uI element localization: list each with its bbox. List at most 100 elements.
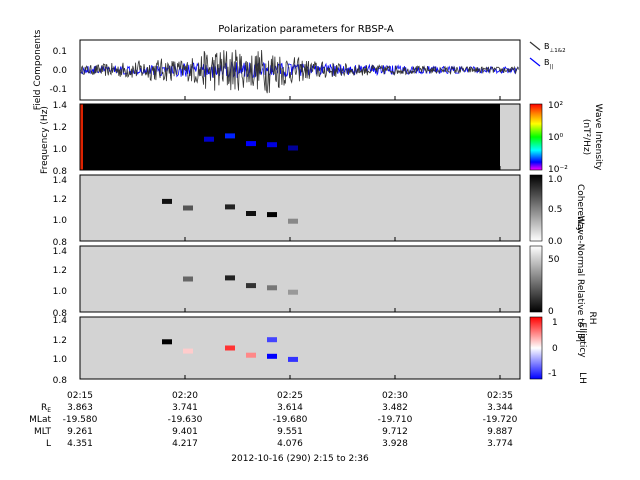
ephemeris-value: 3.344 [487,403,513,413]
colorbar-tick: 0.5 [548,205,562,215]
spectral-blob [246,283,256,289]
colorbar-bottom-label: LH [577,372,587,384]
y-tick-label: 0.8 [53,376,68,386]
colorbar-tick: -1 [548,369,557,379]
ephemeris-value: 3.482 [382,403,408,413]
ephemeris-value: 3.741 [172,403,198,413]
spectral-blob [204,136,214,142]
spectral-blob [288,218,298,224]
colorbar-label: Coherency [575,184,585,233]
colorbar-coherency [529,174,543,242]
colorbar-wave-normal [529,245,543,313]
y-axis-label: Field Components [33,29,43,110]
spectral-blob [288,289,298,295]
y-tick-label: 1.0 [53,216,68,226]
y-tick-label: 0.8 [53,167,68,177]
ephemeris-value: 9.261 [67,427,93,437]
colorbar-label: Wave-Normal Relative to |B| [575,216,585,343]
legend-swatch-par [529,57,541,67]
y-tick-label: 1.4 [53,316,68,326]
time-tick-label: 02:15 [67,391,93,401]
colorbar-tick: 10⁻² [548,165,568,175]
panel-background [80,246,520,312]
frequency-axis-label: Frequency (Hz) [40,106,50,174]
edge-band [80,104,83,170]
colorbar-tick: 50 [548,255,560,265]
spectral-blob [246,352,256,358]
y-tick-label: 1.2 [53,123,67,133]
colorbar-tick: 10⁰ [548,133,563,143]
legend-swatch-perp [529,41,541,51]
wave-intensity-panel: 1.4 1.2 1.0 0.8 10² 10⁰ 10⁻² Wave Intens… [53,101,603,177]
colorbar-tick: 0 [552,344,558,354]
time-axis-ticks [79,96,501,379]
spectral-blob [183,276,193,282]
spectral-blob [246,141,256,147]
b-perp-trace [80,49,519,94]
colorbar-tick: 0 [548,307,554,317]
colorbar-units: RH [587,311,597,324]
colorbar-tick: 10² [548,101,563,111]
y-tick-label: 1.0 [53,355,68,365]
time-tick-label: 02:35 [487,391,513,401]
ephemeris-value: 4.217 [172,439,198,449]
y-tick-label: 1.4 [53,247,68,257]
panel-frame [79,245,521,313]
spectral-blob [225,345,235,351]
ephemeris-value: 3.614 [277,403,303,413]
time-tick-label: 02:30 [382,391,408,401]
spectral-blob [162,198,172,204]
time-tick-label: 02:25 [277,391,303,401]
ephemeris-value: 3.774 [487,439,513,449]
y-tick-label: 0.8 [53,309,68,319]
coherency-blobs [162,198,298,224]
colorbar-tick: 0.0 [548,237,563,247]
y-tick-label: 0.1 [53,47,67,57]
ephemeris-value: 9.712 [382,427,408,437]
wave-normal-panel: 1.4 1.2 1.0 0.8 50 0 Wave-Normal Relativ… [53,216,597,343]
y-tick-label: 1.0 [53,287,68,297]
ephemeris-value: -19.680 [273,415,308,425]
panel-background [80,175,520,241]
colorbar-ellipticity [529,316,543,380]
spectral-blob [288,145,298,151]
spectral-blob [267,212,277,218]
spectral-blob [225,133,235,139]
ephemeris-value: -19.630 [168,415,203,425]
ellipticity-panel: 1.4 1.2 1.0 0.8 1 0 -1 Ellipticy LH [53,316,587,386]
field-components-panel: 0.1 0.0 -0.1 Field Components B⊥1&2 B|| [33,29,566,110]
ephemeris-row-label: L [46,439,51,449]
y-tick-label: 0.0 [53,66,68,76]
ephemeris-value: 9.551 [277,427,303,437]
colorbar-label: Wave Intensity [593,104,603,171]
legend-label-par: B|| [544,58,553,70]
spectrogram-background [80,104,500,170]
y-tick-label: 1.0 [53,145,68,155]
ellipticity-blobs [162,337,298,362]
y-tick-label: 1.2 [53,195,67,205]
y-tick-label: 1.4 [53,101,68,111]
spectral-blob [183,205,193,211]
spectral-blob [162,339,172,345]
panel-background [80,317,520,379]
ephemeris-row-label: MLat [29,415,51,425]
colorbar-label: Ellipticy [577,322,587,358]
spectrogram-blobs [204,133,298,151]
panel-frame [79,316,521,380]
legend: B⊥1&2 B|| [529,41,566,70]
spectral-blob [183,348,193,354]
y-tick-label: -0.1 [49,85,67,95]
y-tick-label: 1.2 [53,336,67,346]
ephemeris-value: 9.401 [172,427,198,437]
ephemeris-value: -19.720 [483,415,518,425]
spectral-blob [267,353,277,359]
panel-frame [79,103,521,171]
y-tick-label: 0.8 [53,238,68,248]
colorbar-units: (nT²/Hz) [581,119,591,155]
chart-title: Polarization parameters for RBSP-A [218,24,394,35]
y-tick-label: 1.4 [53,176,68,186]
y-axis-label-text: Field Components [33,29,43,110]
ephemeris-value: 3.928 [382,439,408,449]
spectral-blob [246,211,256,216]
wave-normal-blobs [183,275,298,295]
